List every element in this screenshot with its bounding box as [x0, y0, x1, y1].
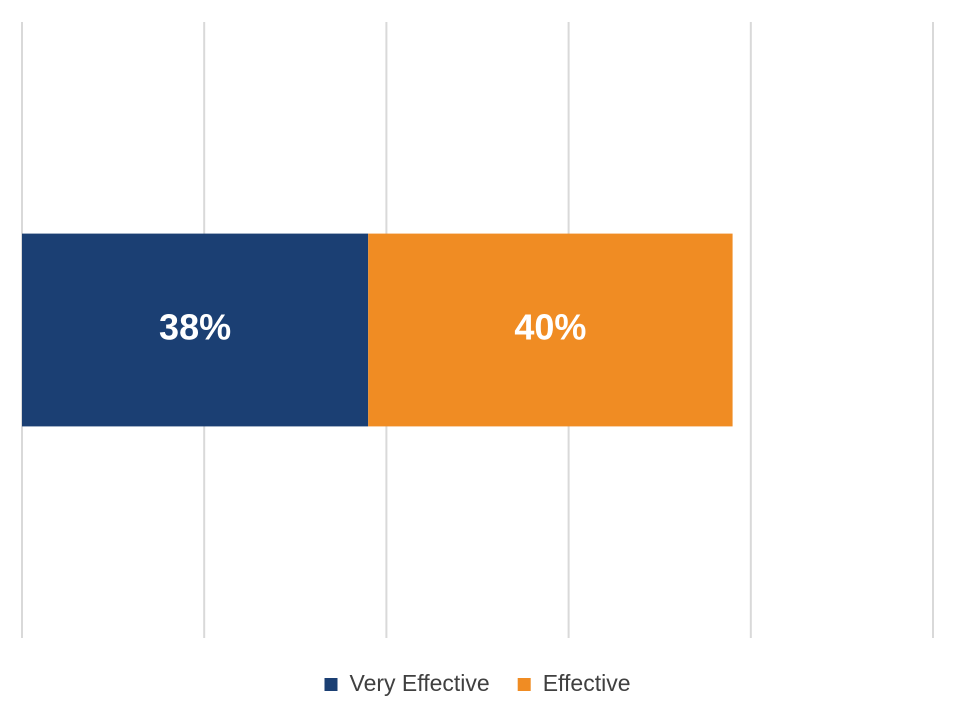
bar-segment: [22, 233, 369, 427]
legend-label: Very Effective: [350, 670, 490, 696]
legend-swatch: [517, 678, 531, 691]
legend-swatch: [324, 678, 338, 691]
value-label: 40%: [514, 307, 586, 348]
value-label: 38%: [159, 307, 231, 348]
bar-segment: [368, 233, 733, 427]
legend-label: Effective: [543, 670, 631, 696]
